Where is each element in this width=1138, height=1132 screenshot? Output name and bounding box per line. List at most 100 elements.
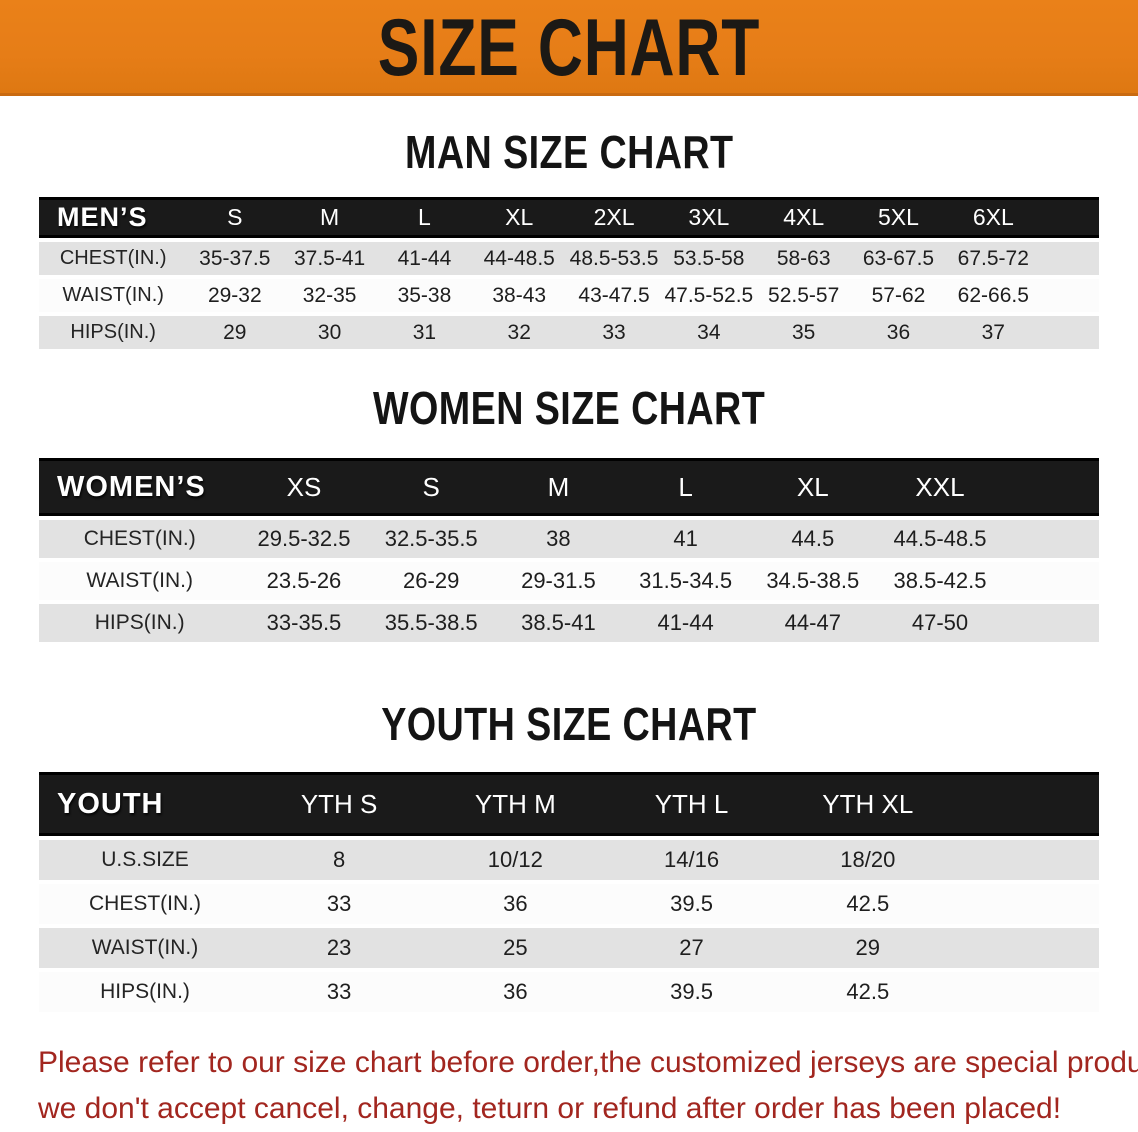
row-label: HIPS(IN.) <box>39 316 188 349</box>
size-column-header: 2XL <box>566 197 662 238</box>
size-value-cell: 31.5-34.5 <box>622 562 750 600</box>
filler-cell <box>955 972 1099 1012</box>
size-value-cell: 36 <box>427 972 604 1012</box>
row-label: WAIST(IN.) <box>39 928 251 968</box>
size-value-cell: 36 <box>427 884 604 924</box>
table-row: CHEST(IN.) 35-37.5 37.5-41 41-44 44-48.5 48.5… <box>39 242 1099 275</box>
size-column-header: YTH XL <box>779 772 956 836</box>
size-value-cell: 39.5 <box>603 884 780 924</box>
table-row: U.S.SIZE 8 10/12 14/16 18/20 <box>39 840 1099 880</box>
size-value-cell: 32.5-35.5 <box>367 520 495 558</box>
size-value-cell: 57-62 <box>851 279 946 312</box>
size-value-cell: 29 <box>187 316 283 349</box>
heading-text: MAN SIZE CHART <box>404 126 734 178</box>
size-value-cell: 25 <box>427 928 604 968</box>
size-value-cell: 41 <box>622 520 750 558</box>
size-value-cell: 58-63 <box>756 242 852 275</box>
size-value-cell: 14/16 <box>603 840 780 880</box>
disclaimer: Please refer to our size chart before or… <box>0 1040 1138 1132</box>
size-value-cell: 41-44 <box>622 604 750 642</box>
size-value-cell: 31 <box>377 316 472 349</box>
banner: SIZE CHART <box>0 0 1138 96</box>
size-value-cell: 41-44 <box>377 242 472 275</box>
size-column-header: 4XL <box>756 197 852 238</box>
size-column-header: S <box>367 458 495 516</box>
size-value-cell: 29-31.5 <box>494 562 622 600</box>
size-column-header: S <box>187 197 283 238</box>
size-value-cell: 63-67.5 <box>851 242 946 275</box>
filler-cell <box>1003 562 1099 600</box>
women-size-table: WOMEN’S XS S M L XL XXL CHEST(IN.) 29.5-32.5 32.5… <box>39 454 1099 646</box>
size-value-cell: 44-48.5 <box>471 242 567 275</box>
table-row: HIPS(IN.) 33-35.5 35.5-38.5 38.5-41 41-44 44-… <box>39 604 1099 642</box>
size-value-cell: 43-47.5 <box>566 279 662 312</box>
disclaimer-line: we don't accept cancel, change, teturn o… <box>38 1092 1062 1125</box>
size-value-cell: 29-32 <box>187 279 283 312</box>
size-value-cell: 8 <box>251 840 428 880</box>
heading-text: YOUTH SIZE CHART <box>381 698 757 750</box>
size-value-cell: 44-47 <box>749 604 877 642</box>
size-column-header: XS <box>240 458 368 516</box>
size-value-cell: 44.5 <box>749 520 877 558</box>
filler-cell <box>1040 316 1099 349</box>
size-column-header: 3XL <box>661 197 757 238</box>
size-value-cell: 18/20 <box>779 840 956 880</box>
size-value-cell: 29.5-32.5 <box>240 520 368 558</box>
size-value-cell: 29 <box>779 928 956 968</box>
youth-size-chart-heading: YOUTH SIZE CHART <box>0 698 1138 750</box>
table-row: WAIST(IN.) 29-32 32-35 35-38 38-43 43-47.5 47.… <box>39 279 1099 312</box>
filler-cell <box>1040 242 1099 275</box>
size-column-header: XXL <box>876 458 1004 516</box>
size-value-cell: 35-38 <box>377 279 472 312</box>
size-value-cell: 10/12 <box>427 840 604 880</box>
header-filler-cell <box>955 772 1099 836</box>
size-value-cell: 36 <box>851 316 946 349</box>
size-column-header: M <box>494 458 622 516</box>
size-value-cell: 35-37.5 <box>187 242 283 275</box>
table-row: HIPS(IN.) 29 30 31 32 33 34 35 36 37 <box>39 316 1099 349</box>
table-row: WAIST(IN.) 23 25 27 29 <box>39 928 1099 968</box>
youth-size-table: YOUTH YTH S YTH M YTH L YTH XL U.S.SIZE 8 10/12… <box>39 768 1099 1016</box>
size-value-cell: 48.5-53.5 <box>566 242 662 275</box>
size-column-header: YTH L <box>603 772 780 836</box>
filler-cell <box>1003 520 1099 558</box>
size-table: MEN’S S M L XL 2XL 3XL 4XL 5XL 6XL CHEST(IN.) 35-37… <box>39 193 1099 353</box>
size-value-cell: 32-35 <box>282 279 378 312</box>
size-value-cell: 27 <box>603 928 780 968</box>
table-row: HIPS(IN.) 33 36 39.5 42.5 <box>39 972 1099 1012</box>
filler-cell <box>955 840 1099 880</box>
table-header-label: YOUTH <box>39 772 251 836</box>
size-value-cell: 38.5-41 <box>494 604 622 642</box>
size-value-cell: 35.5-38.5 <box>367 604 495 642</box>
size-value-cell: 39.5 <box>603 972 780 1012</box>
size-column-header: XL <box>471 197 567 238</box>
header-filler-cell <box>1003 458 1099 516</box>
table-row: WAIST(IN.) 23.5-26 26-29 29-31.5 31.5-34.5 34… <box>39 562 1099 600</box>
size-chart-title: SIZE CHART <box>377 0 761 93</box>
size-column-header: M <box>282 197 378 238</box>
row-label: CHEST(IN.) <box>39 520 241 558</box>
size-value-cell: 47-50 <box>876 604 1004 642</box>
filler-cell <box>955 884 1099 924</box>
size-value-cell: 38 <box>494 520 622 558</box>
size-value-cell: 33 <box>566 316 662 349</box>
row-label: U.S.SIZE <box>39 840 251 880</box>
size-value-cell: 47.5-52.5 <box>661 279 757 312</box>
size-value-cell: 37.5-41 <box>282 242 378 275</box>
size-column-header: 6XL <box>945 197 1041 238</box>
man-size-chart-heading: MAN SIZE CHART <box>0 126 1138 178</box>
size-value-cell: 67.5-72 <box>945 242 1041 275</box>
table-header-row: MEN’S S M L XL 2XL 3XL 4XL 5XL 6XL <box>39 197 1099 238</box>
size-value-cell: 30 <box>282 316 378 349</box>
table-row: CHEST(IN.) 29.5-32.5 32.5-35.5 38 41 44.5 44.5… <box>39 520 1099 558</box>
size-column-header: YTH S <box>251 772 428 836</box>
women-size-chart-heading: WOMEN SIZE CHART <box>0 382 1138 434</box>
size-column-header: YTH M <box>427 772 604 836</box>
size-value-cell: 23.5-26 <box>240 562 368 600</box>
size-value-cell: 34.5-38.5 <box>749 562 877 600</box>
table-header-label: MEN’S <box>39 197 188 238</box>
size-value-cell: 32 <box>471 316 567 349</box>
size-value-cell: 33-35.5 <box>240 604 368 642</box>
size-value-cell: 44.5-48.5 <box>876 520 1004 558</box>
size-value-cell: 42.5 <box>779 884 956 924</box>
